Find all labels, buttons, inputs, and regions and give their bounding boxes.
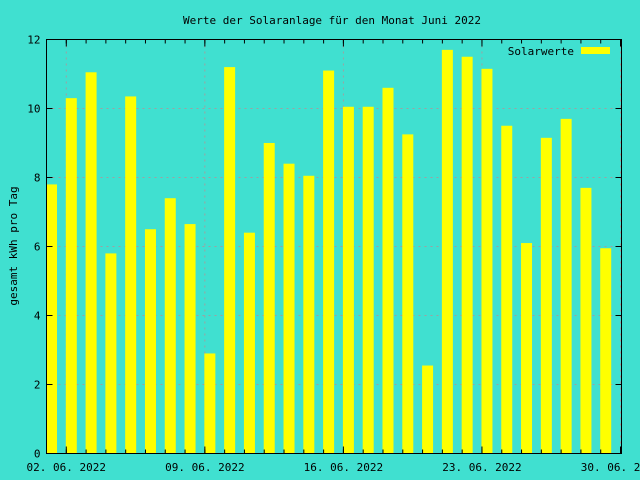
axes: [46, 39, 622, 454]
y-tick-label: 4: [34, 310, 41, 323]
x-tick-label: 30. 06. 2022: [581, 461, 640, 474]
bar: [521, 243, 533, 454]
bar: [224, 67, 236, 454]
legend-label: Solarwerte: [508, 45, 574, 58]
bar: [263, 143, 275, 454]
bar: [600, 248, 612, 454]
x-tick-label: 16. 06. 2022: [304, 461, 383, 474]
legend-swatch: [581, 47, 610, 54]
bar: [105, 253, 117, 454]
bar: [560, 118, 572, 454]
y-tick-label: 8: [34, 172, 41, 185]
x-tick-label: 23. 06. 2022: [442, 461, 521, 474]
y-tick-label: 0: [34, 448, 41, 461]
y-tick-label: 10: [27, 103, 40, 116]
bar: [540, 137, 552, 454]
bar: [501, 125, 513, 454]
bar: [580, 187, 592, 454]
bar: [46, 184, 57, 454]
labels: 0 2 4 6 8 10 12 02. 06. 2022 09. 06. 2022 16. 06.…: [27, 34, 640, 475]
bar: [125, 96, 137, 454]
y-tick-label: 12: [27, 34, 40, 47]
bar: [144, 229, 156, 454]
bar: [342, 106, 354, 454]
bar: [164, 198, 176, 454]
bar: [85, 72, 97, 454]
bar: [481, 68, 493, 454]
bar: [382, 87, 394, 454]
bar: [184, 224, 196, 454]
bars: [46, 49, 612, 454]
y-tick-label: 6: [34, 241, 41, 254]
bar: [243, 232, 255, 454]
bar: [204, 353, 216, 454]
bar: [362, 106, 374, 454]
x-tick-label: 02. 06. 2022: [27, 461, 106, 474]
bar: [402, 134, 414, 454]
chart-title: Werte der Solaranlage für den Monat Juni…: [183, 14, 481, 27]
bar: [323, 70, 335, 454]
bar: [422, 365, 434, 454]
bar: [283, 163, 295, 454]
bar: [461, 56, 473, 454]
plot-border: [46, 39, 622, 454]
y-tick-label: 2: [34, 379, 41, 392]
bar: [65, 98, 77, 454]
bar: [303, 175, 315, 454]
x-tick-label: 09. 06. 2022: [165, 461, 244, 474]
y-axis-label: gesamt kWh pro Tag: [7, 186, 20, 305]
bar: [441, 49, 453, 454]
